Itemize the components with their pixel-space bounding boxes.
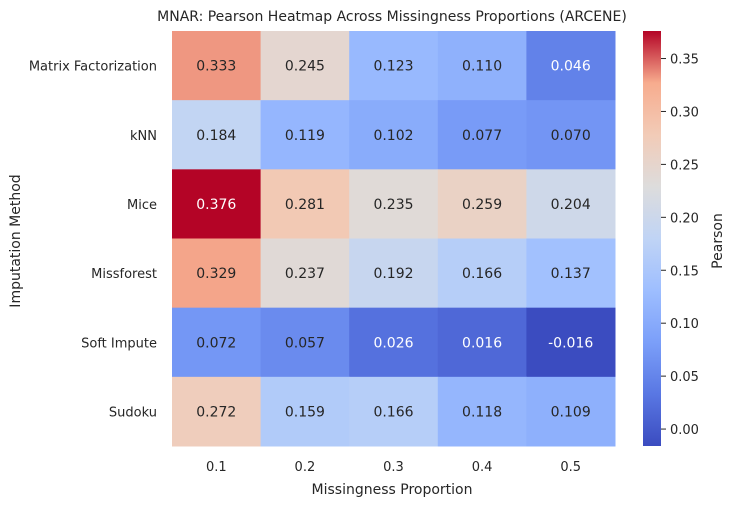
cell-value-label: 0.026: [373, 335, 413, 351]
cell-value-label: 0.245: [285, 59, 325, 75]
y-tick-label: Sudoku: [109, 405, 157, 420]
cell-value-label: 0.281: [285, 197, 325, 213]
cell-value-label: 0.123: [373, 59, 413, 75]
cell-value-label: 0.057: [285, 335, 325, 351]
x-tick-label: 0.2: [295, 460, 316, 475]
heatmap-cell: [437, 376, 527, 447]
heatmap-cell: [349, 238, 439, 309]
cell-value-label: 0.070: [551, 128, 591, 144]
heatmap-cell: [260, 238, 350, 309]
x-axis-label: Missingness Proportion: [312, 482, 473, 498]
heatmap-cell: [526, 100, 616, 170]
heatmap-cell: [349, 376, 439, 447]
cell-value-label: -0.016: [548, 335, 593, 351]
cell-value-label: 0.102: [373, 128, 413, 144]
heatmap-cell: [172, 31, 262, 101]
heatmap-cell: [526, 238, 616, 309]
cell-value-label: 0.235: [373, 197, 413, 213]
heatmap-cells: 0.333 0.245 0.123 0.110 0.046 0.184 0.119 0.102…: [172, 31, 616, 447]
colorbar: [643, 31, 661, 446]
cell-value-label: 0.237: [285, 266, 325, 282]
heatmap-cell: [172, 307, 262, 378]
cell-value-label: 0.192: [373, 266, 413, 282]
colorbar-ticks: 0.00 0.05 0.10 0.15 0.20 0.25 0.30 0.35: [661, 53, 699, 438]
cell-value-label: 0.259: [462, 197, 502, 213]
cell-value-label: 0.110: [462, 59, 502, 75]
y-tick-label: Mice: [127, 198, 157, 213]
x-tick-labels: 0.1 0.2 0.3 0.4 0.5: [206, 460, 581, 475]
cell-value-label: 0.333: [196, 59, 236, 75]
heatmap-cell: [260, 169, 350, 239]
cell-value-label: 0.376: [196, 197, 236, 213]
heatmap-cell: [526, 376, 616, 447]
colorbar-tick-label: 0.00: [670, 423, 699, 438]
cell-value-label: 0.016: [462, 335, 502, 351]
heatmap-cell: [437, 307, 527, 378]
heatmap-cell: [172, 376, 262, 447]
colorbar-label: Pearson: [710, 213, 726, 269]
x-tick-label: 0.4: [472, 460, 493, 475]
heatmap-cell: [172, 238, 262, 309]
heatmap-cell: [437, 100, 527, 170]
cell-value-label: 0.072: [196, 335, 236, 351]
x-tick-label: 0.3: [383, 460, 404, 475]
colorbar-tick-label: 0.15: [670, 264, 699, 279]
heatmap-cell: [349, 31, 439, 101]
cell-value-label: 0.166: [462, 266, 502, 282]
heatmap-cell: [437, 31, 527, 101]
y-axis-label: Imputation Method: [8, 174, 24, 307]
cell-value-label: 0.119: [285, 128, 325, 144]
heatmap-cell: [526, 31, 616, 101]
y-tick-label: kNN: [130, 129, 157, 144]
heatmap-cell: [260, 31, 350, 101]
heatmap-cell: [260, 100, 350, 170]
colorbar-tick-label: 0.10: [670, 317, 699, 332]
y-tick-labels: Matrix Factorization kNN Mice Missforest Sof…: [29, 60, 157, 421]
heatmap-cell: [349, 307, 439, 378]
colorbar-tick-label: 0.25: [670, 158, 699, 173]
heatmap-cell: [172, 100, 262, 170]
heatmap-cell: [260, 307, 350, 378]
y-tick-label: Missforest: [91, 267, 157, 282]
x-tick-label: 0.1: [206, 460, 227, 475]
colorbar-tick-label: 0.05: [670, 370, 699, 385]
cell-value-label: 0.166: [373, 404, 413, 420]
cell-value-label: 0.046: [551, 59, 591, 75]
heatmap-cell: [526, 169, 616, 239]
heatmap-cell: [349, 169, 439, 239]
cell-value-label: 0.109: [551, 404, 591, 420]
cell-value-label: 0.137: [551, 266, 591, 282]
chart-title: MNAR: Pearson Heatmap Across Missingness…: [157, 9, 627, 25]
y-tick-label: Soft Impute: [81, 336, 157, 351]
heatmap-cell: [437, 169, 527, 239]
cell-value-label: 0.077: [462, 128, 502, 144]
cell-value-label: 0.118: [462, 404, 502, 420]
colorbar-tick-label: 0.35: [670, 53, 699, 68]
x-tick-label: 0.5: [560, 460, 581, 475]
cell-value-label: 0.204: [551, 197, 591, 213]
heatmap-cell: [437, 238, 527, 309]
heatmap-cell: [260, 376, 350, 447]
cell-value-label: 0.272: [196, 404, 236, 420]
heatmap-cell: [349, 100, 439, 170]
y-tick-label: Matrix Factorization: [29, 60, 157, 75]
cell-value-label: 0.184: [196, 128, 236, 144]
colorbar-tick-label: 0.30: [670, 105, 699, 120]
heatmap-cell: [526, 307, 616, 378]
cell-value-label: 0.329: [196, 266, 236, 282]
colorbar-tick-label: 0.20: [670, 211, 699, 226]
cell-value-label: 0.159: [285, 404, 325, 420]
heatmap-cell: [172, 169, 262, 239]
